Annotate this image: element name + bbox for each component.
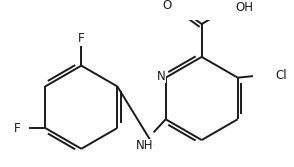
Text: Cl: Cl (275, 69, 287, 82)
Text: F: F (14, 122, 20, 134)
Text: F: F (78, 32, 85, 45)
Text: NH: NH (136, 139, 154, 152)
Text: OH: OH (235, 1, 253, 14)
Text: O: O (162, 0, 172, 12)
Text: N: N (157, 70, 166, 83)
